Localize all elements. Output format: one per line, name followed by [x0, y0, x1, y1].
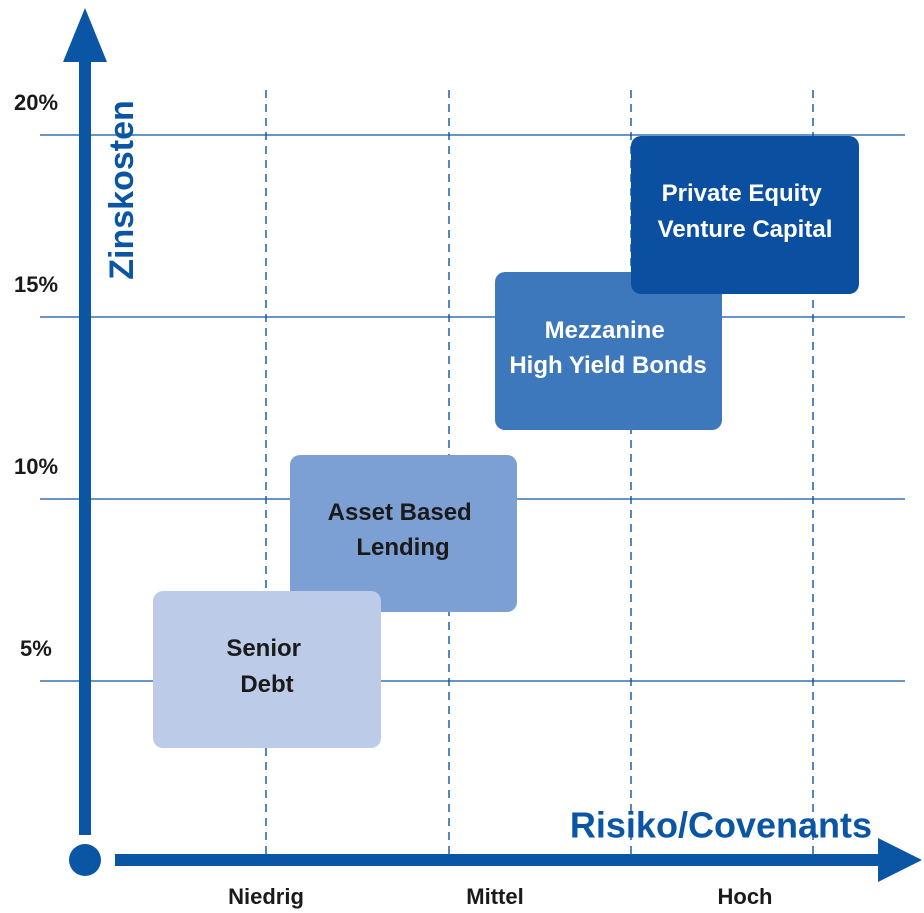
box: [153, 591, 381, 748]
y-tick-label: 15%: [14, 272, 58, 297]
y-tick-label: 5%: [20, 636, 52, 661]
y-axis: [79, 55, 91, 835]
box-label: Mezzanine High Yield Bonds: [509, 317, 706, 379]
box: [290, 455, 517, 612]
origin: [69, 844, 101, 876]
x-category: Mittel: [466, 884, 523, 909]
box: [495, 272, 722, 430]
box: [631, 136, 859, 294]
y-axis-label: Zinskosten: [103, 100, 141, 279]
x-axis-label: Risiko/Covenants: [570, 805, 872, 846]
box-label: Asset Based Lending: [328, 499, 479, 561]
x-category: Niedrig: [228, 884, 304, 909]
box-label: Private Equity Venture Capital: [658, 180, 833, 243]
box-label: Senior Debt: [226, 635, 307, 698]
x-axis-arrow: [878, 838, 922, 882]
y-axis-arrow: [63, 8, 107, 62]
x-axis: [115, 854, 885, 866]
y-tick-label: 10%: [14, 454, 58, 479]
y-tick-label: 20%: [14, 90, 58, 115]
x-category: Hoch: [718, 884, 773, 909]
